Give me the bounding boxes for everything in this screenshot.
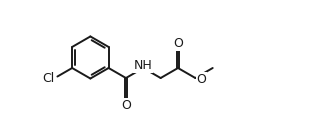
Text: O: O [173,37,183,50]
Text: NH: NH [134,59,153,72]
Text: O: O [121,99,131,112]
Text: O: O [196,73,206,86]
Text: Cl: Cl [42,72,54,84]
